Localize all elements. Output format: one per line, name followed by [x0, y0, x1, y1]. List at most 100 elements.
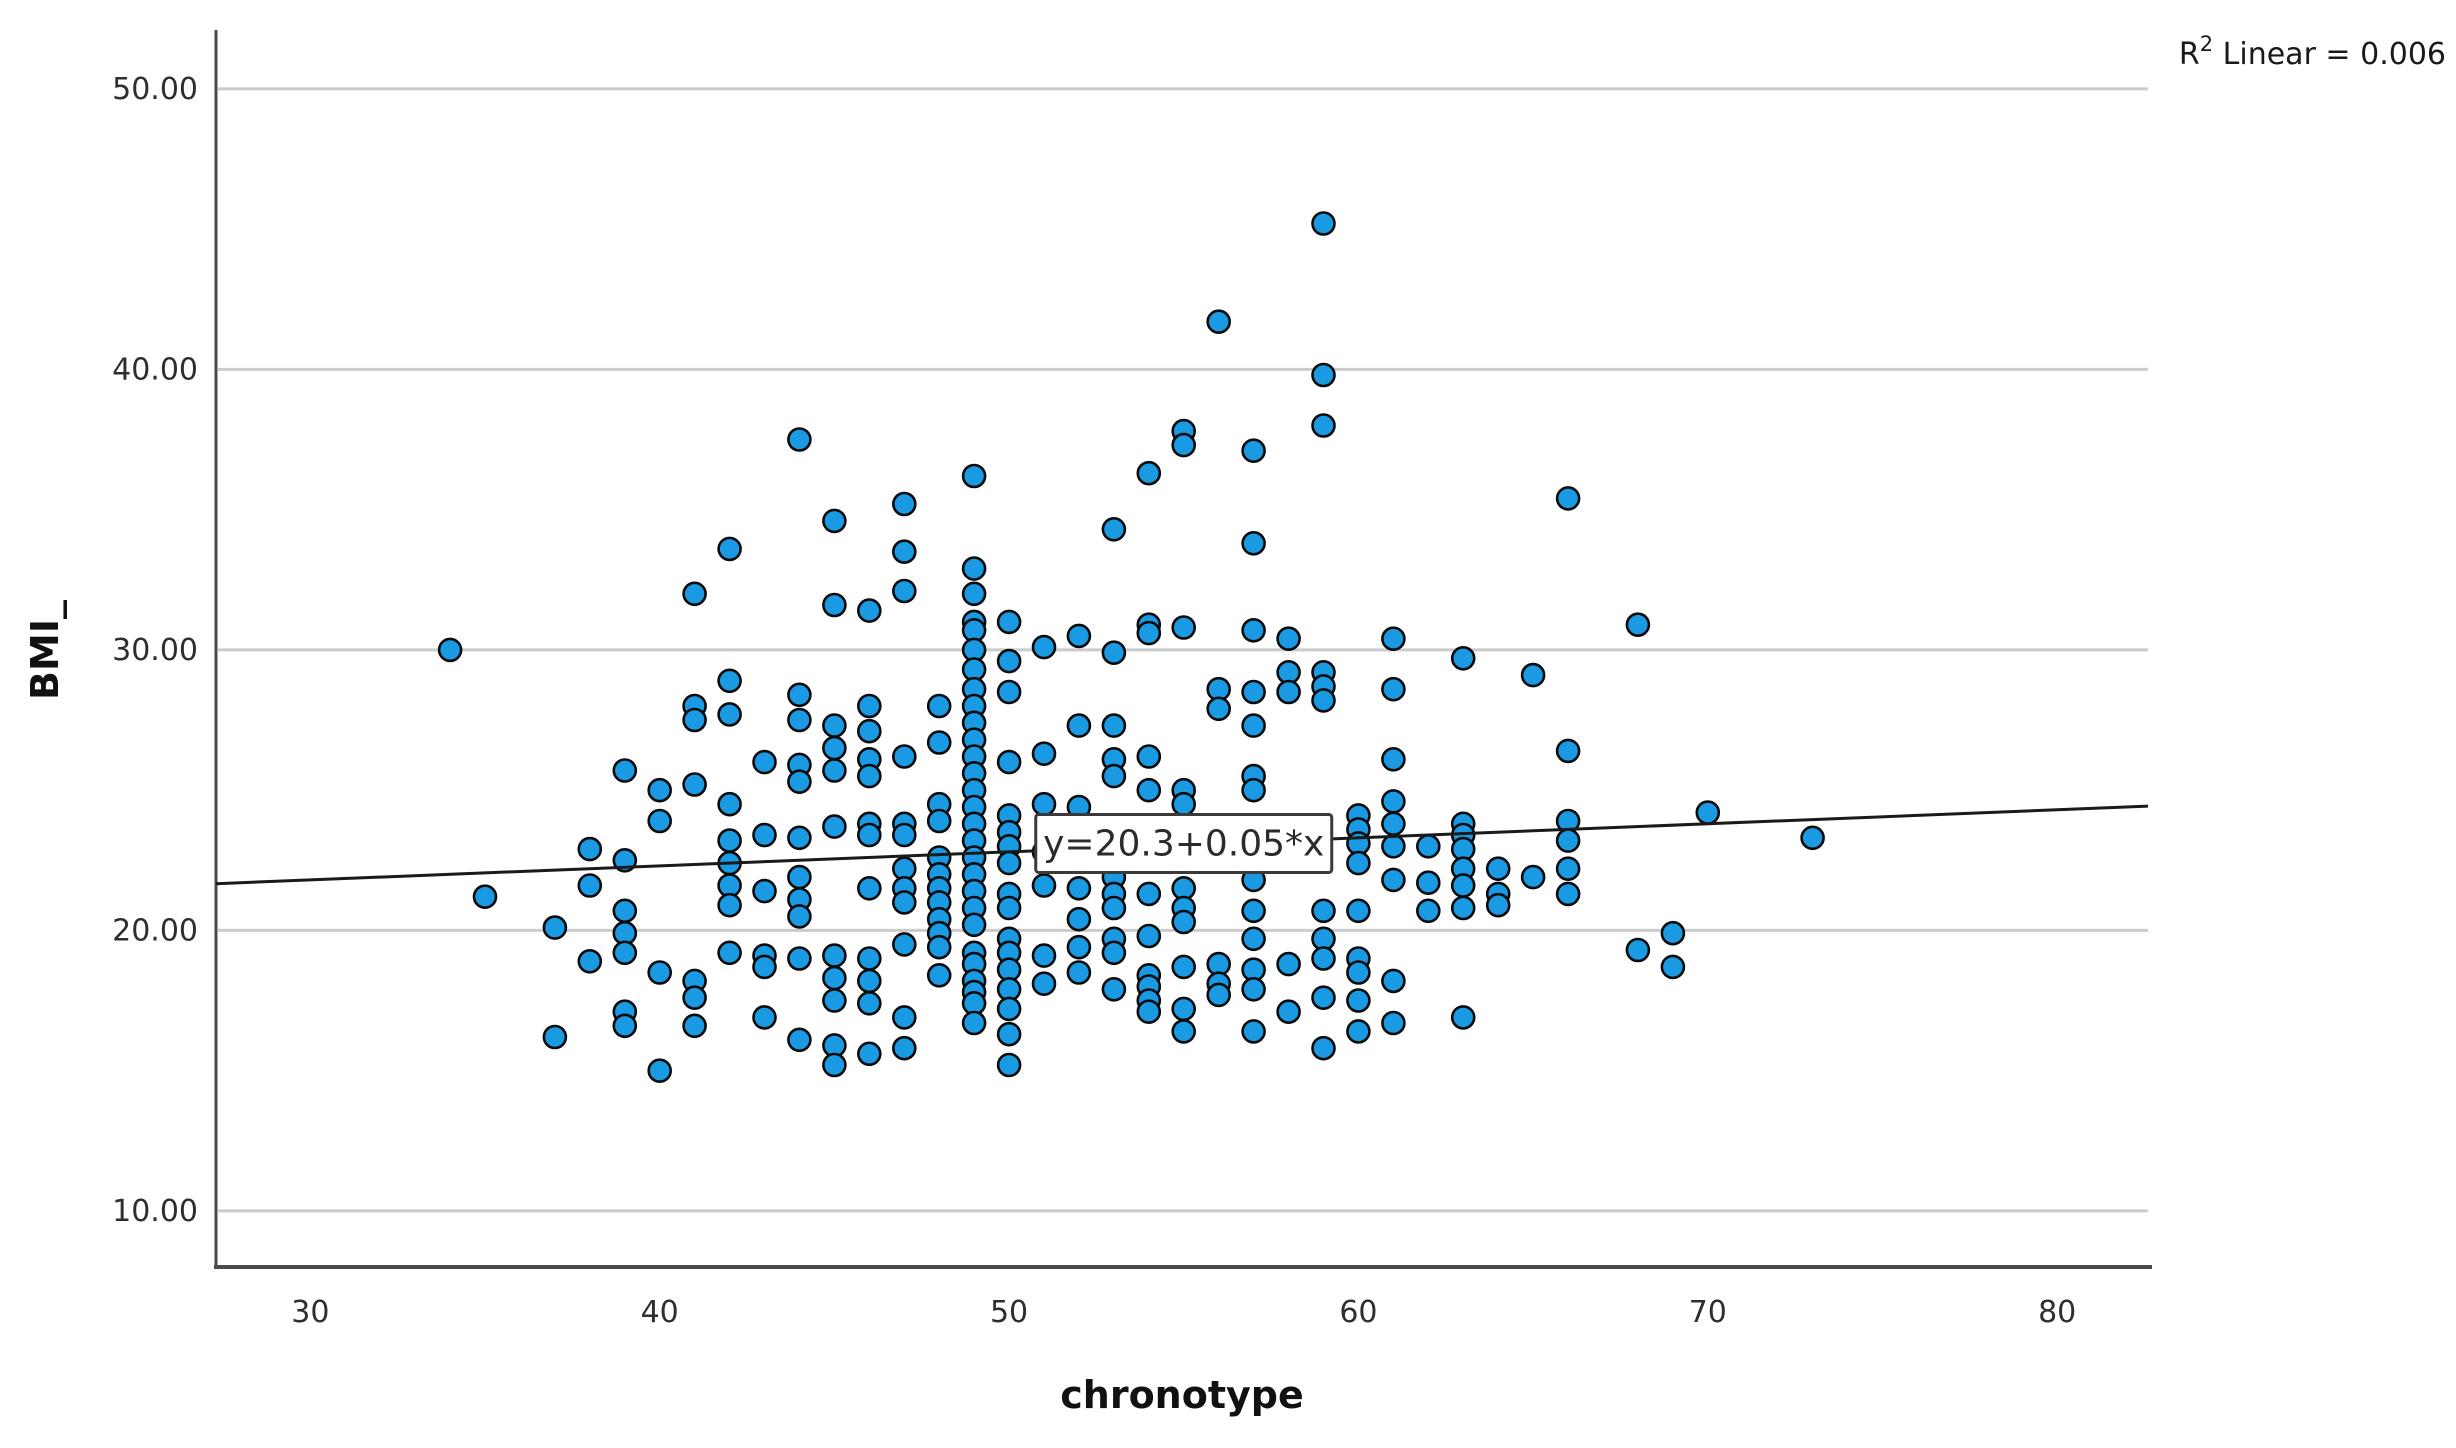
scatter-point — [926, 962, 952, 988]
y-tick-label-10: 10.00 — [112, 1194, 198, 1229]
scatter-point — [1241, 713, 1266, 738]
scatter-point — [1241, 976, 1266, 1002]
scatter-point — [752, 749, 777, 775]
x-tick-labels: 30 40 50 60 70 80 — [291, 1295, 2076, 1330]
scatter-point — [1066, 623, 1092, 649]
scatter-point — [1241, 617, 1266, 643]
scatter-point — [822, 1052, 847, 1078]
scatter-point — [1346, 850, 1371, 876]
scatter-point — [577, 836, 603, 862]
scatter-point — [1241, 926, 1266, 952]
scatter-point — [1660, 954, 1686, 980]
equation-text: y=20.3+0.05*x — [1043, 823, 1324, 864]
scatter-point — [856, 990, 882, 1016]
scatter-point — [1241, 438, 1266, 464]
scatter-point — [1031, 873, 1057, 898]
scatter-point — [787, 904, 812, 929]
scatter-point — [717, 668, 742, 694]
scatter-point — [1450, 873, 1476, 898]
scatter-point — [1346, 898, 1371, 924]
scatter-point — [822, 965, 847, 991]
scatter-point — [1450, 645, 1476, 671]
scatter-point — [1101, 713, 1127, 738]
scatter-point — [1066, 875, 1092, 901]
scatter-point — [1381, 968, 1406, 994]
scatter-point — [891, 1035, 917, 1061]
scatter-point — [891, 932, 917, 957]
scatter-point — [1311, 946, 1336, 971]
scatter-point — [822, 735, 847, 761]
scatter-point — [891, 491, 917, 517]
scatter-point — [1031, 634, 1057, 660]
x-tick-label-40: 40 — [641, 1295, 679, 1330]
r-squared-rest: Linear = 0.006 — [2213, 37, 2446, 72]
scatter-point — [1171, 432, 1196, 458]
scatter-point — [822, 713, 847, 738]
scatter-point — [612, 1013, 638, 1039]
scatter-point — [996, 648, 1022, 674]
scatter-point — [1416, 833, 1441, 859]
scatter-point — [542, 915, 568, 940]
scatter-point — [1171, 791, 1196, 817]
y-tick-label-30: 30.00 — [112, 633, 198, 668]
scatter-point — [1381, 746, 1406, 772]
scatter-point — [926, 693, 952, 719]
scatter-point — [1381, 833, 1406, 859]
scatter-point — [1136, 620, 1162, 646]
scatter-point — [926, 730, 952, 755]
scatter-point — [1171, 996, 1196, 1022]
scatter-point — [1241, 777, 1266, 803]
y-axis-title: BMI_ — [23, 600, 67, 700]
scatter-point — [856, 693, 882, 719]
scatter-point — [996, 1021, 1022, 1047]
scatter-point — [1625, 612, 1651, 638]
y-tick-labels: 10.00 20.00 30.00 40.00 50.00 — [112, 72, 198, 1229]
scatter-point — [1485, 856, 1511, 882]
r-squared-label: R2 Linear = 0.006 — [2179, 32, 2446, 72]
scatter-point — [996, 996, 1022, 1022]
scatter-point — [612, 758, 638, 783]
scatter-point — [1241, 530, 1266, 556]
scatter-point — [717, 791, 742, 817]
scatter-point — [856, 718, 882, 744]
scatter-point — [1031, 943, 1057, 968]
scatter-point — [787, 427, 812, 452]
scatter-point — [891, 822, 917, 848]
scatter-point — [787, 1027, 812, 1053]
scatter-point — [1101, 895, 1127, 921]
scatter-point — [1171, 909, 1196, 935]
r-squared-prefix: R — [2179, 37, 2200, 72]
scatter-point — [822, 943, 847, 968]
scatter-point — [1136, 881, 1162, 907]
scatter-point — [682, 581, 707, 607]
scatter-point — [1555, 828, 1581, 853]
scatter-point — [437, 637, 463, 663]
scatter-point — [1381, 811, 1406, 837]
scatter-point — [1171, 954, 1196, 980]
x-tick-label-70: 70 — [1689, 1295, 1727, 1330]
scatter-point — [1241, 1019, 1266, 1044]
x-axis-title: chronotype — [1060, 1373, 1304, 1417]
scatter-point — [1241, 898, 1266, 924]
scatter-point — [1346, 988, 1371, 1013]
scatter-point — [856, 598, 882, 623]
x-tick-label-80: 80 — [2038, 1295, 2076, 1330]
equation-label-group: y=20.3+0.05*x — [1034, 812, 1334, 874]
scatter-point — [1276, 679, 1301, 705]
scatter-point — [787, 682, 812, 708]
scatter-point — [752, 1005, 777, 1030]
scatter-point — [822, 508, 847, 534]
scatter-point — [1311, 985, 1336, 1011]
scatter-point — [1241, 679, 1266, 705]
scatter-point — [647, 777, 673, 803]
scatter-point — [577, 873, 603, 898]
scatter-point — [891, 539, 917, 565]
x-tick-label-30: 30 — [291, 1295, 329, 1330]
scatter-point — [612, 940, 638, 966]
scatter-point — [1555, 738, 1581, 764]
scatter-point — [1101, 763, 1127, 789]
scatter-point — [717, 940, 742, 966]
scatter-point — [1381, 867, 1406, 893]
scatter-point — [891, 890, 917, 915]
